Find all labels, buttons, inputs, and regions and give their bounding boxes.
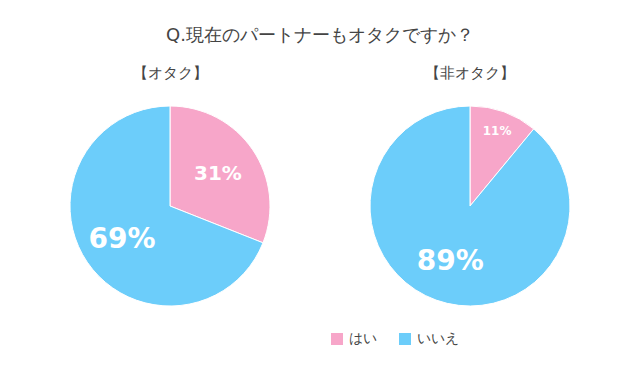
svg-text:11%: 11% xyxy=(483,124,512,138)
html-text:いいえ: いいえ xyxy=(417,330,459,346)
html-text:Q.現在のパートナーもオタクですか？: Q.現在のパートナーもオタクですか？ xyxy=(166,24,474,45)
html-text:はい: はい xyxy=(349,330,377,346)
html-text:【オタク】: 【オタク】 xyxy=(132,64,208,82)
svg-text:89%: 89% xyxy=(417,244,484,277)
html-text:【非オタク】: 【非オタク】 xyxy=(425,64,515,82)
svg-text:69%: 69% xyxy=(89,222,156,255)
svg-text:31%: 31% xyxy=(194,161,242,185)
